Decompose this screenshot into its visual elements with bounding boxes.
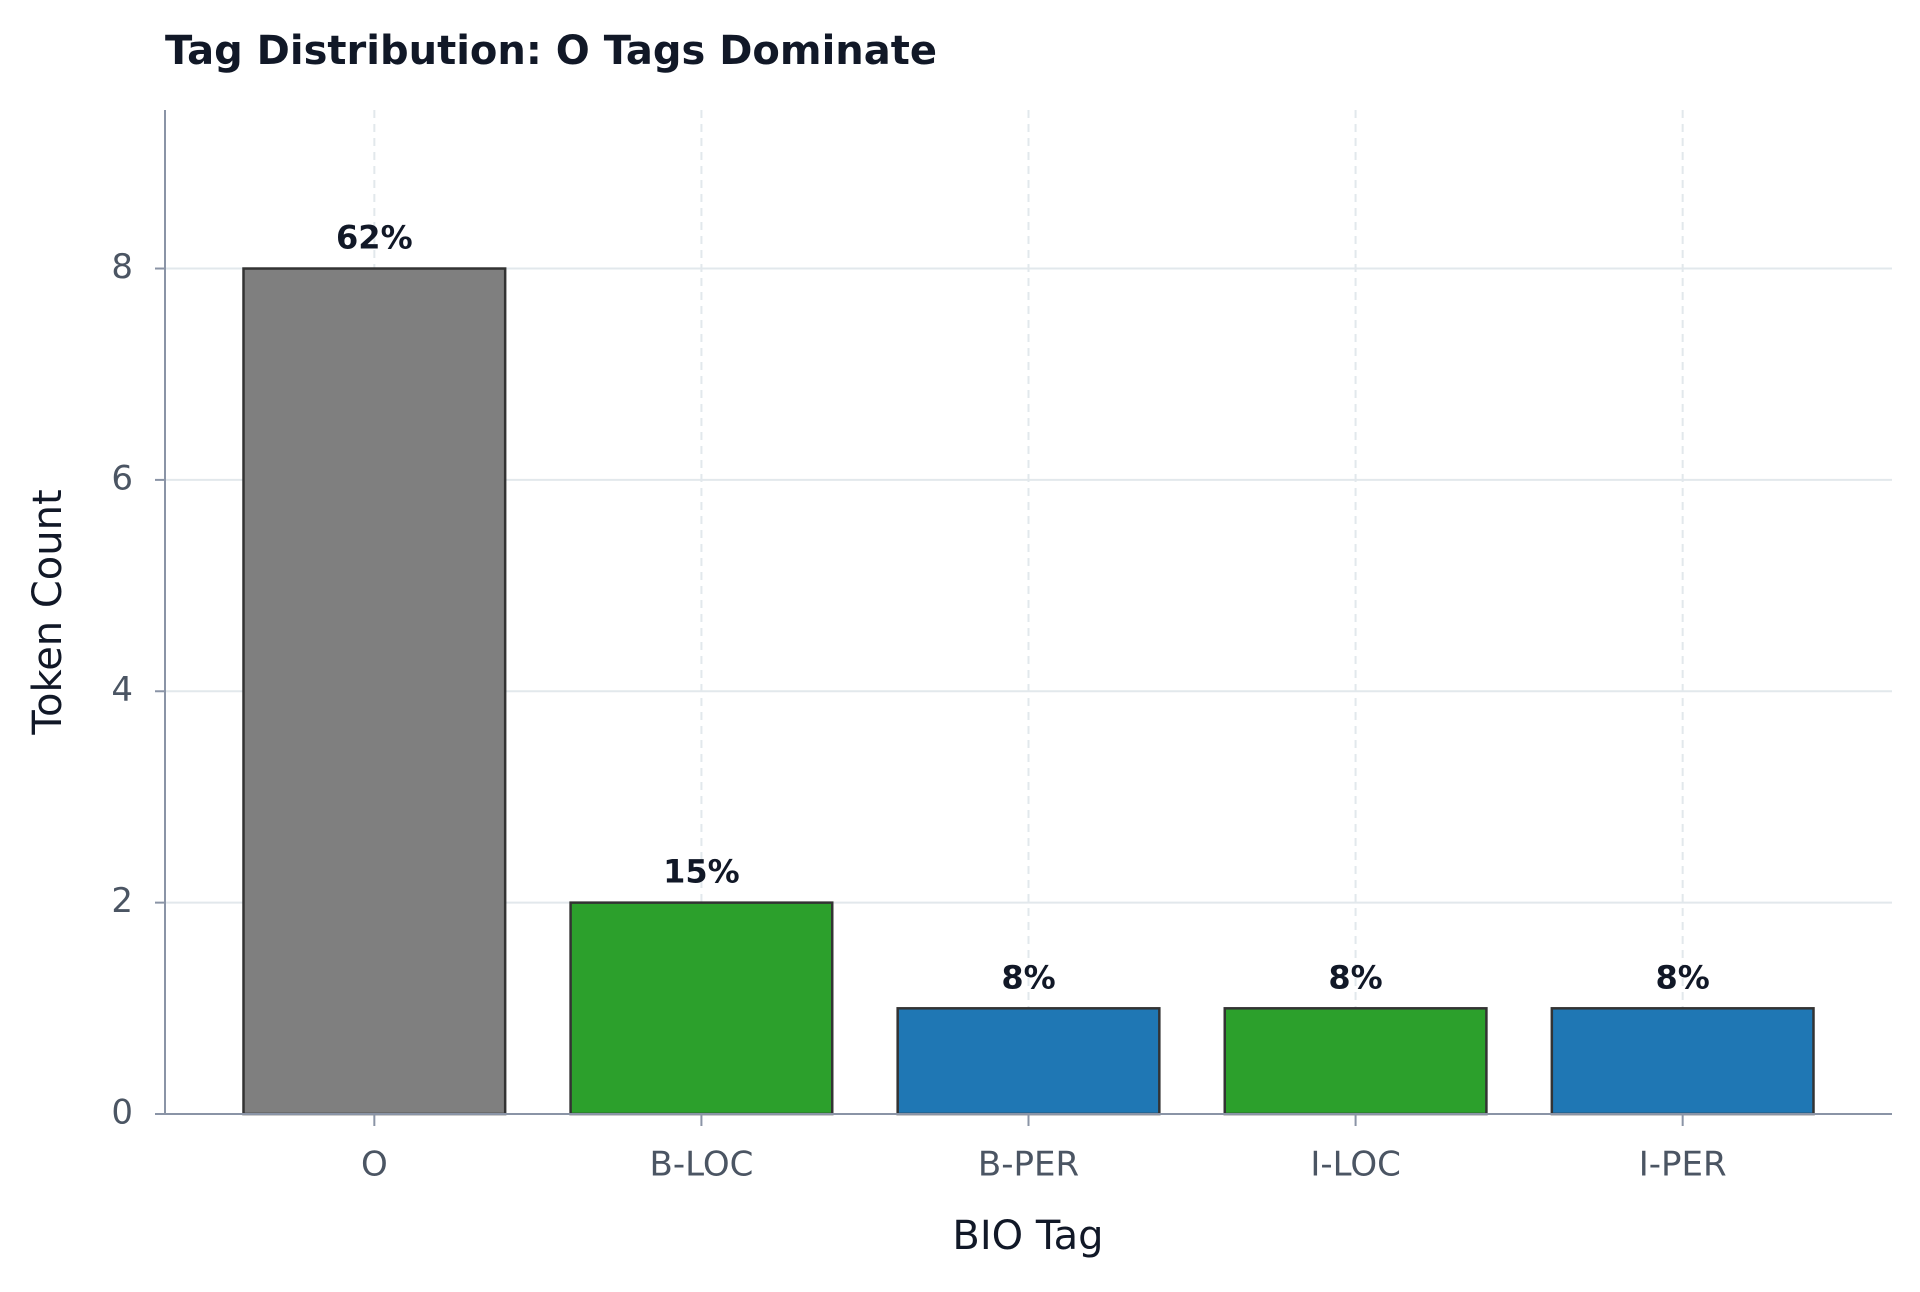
bar bbox=[569, 901, 834, 1116]
bar bbox=[242, 267, 507, 1116]
bar bbox=[1550, 1007, 1815, 1116]
bar-label: 62% bbox=[336, 219, 413, 257]
bar-label: 8% bbox=[1656, 958, 1710, 996]
bar-label: 8% bbox=[1001, 958, 1055, 996]
y-tick-label: 0 bbox=[111, 1093, 133, 1133]
bar bbox=[896, 1007, 1161, 1116]
y-tick-label: 4 bbox=[111, 670, 133, 710]
x-tick-label: I-PER bbox=[1639, 1145, 1727, 1185]
y-tick-label: 6 bbox=[111, 458, 133, 498]
y-axis-label: Token Count bbox=[25, 489, 71, 735]
x-tick-label: O bbox=[361, 1145, 388, 1185]
x-axis-label: BIO Tag bbox=[952, 1213, 1103, 1259]
bar-label: 15% bbox=[663, 853, 740, 891]
x-tick-label: B-LOC bbox=[650, 1145, 754, 1185]
bar-label: 8% bbox=[1328, 958, 1382, 996]
chart-title: Tag Distribution: O Tags Dominate bbox=[165, 28, 937, 74]
x-tick-label: B-PER bbox=[978, 1145, 1079, 1185]
x-tick-label: I-LOC bbox=[1310, 1145, 1401, 1185]
y-tick-label: 8 bbox=[111, 247, 133, 287]
y-tick-label: 2 bbox=[111, 881, 133, 921]
bar bbox=[1223, 1007, 1488, 1116]
